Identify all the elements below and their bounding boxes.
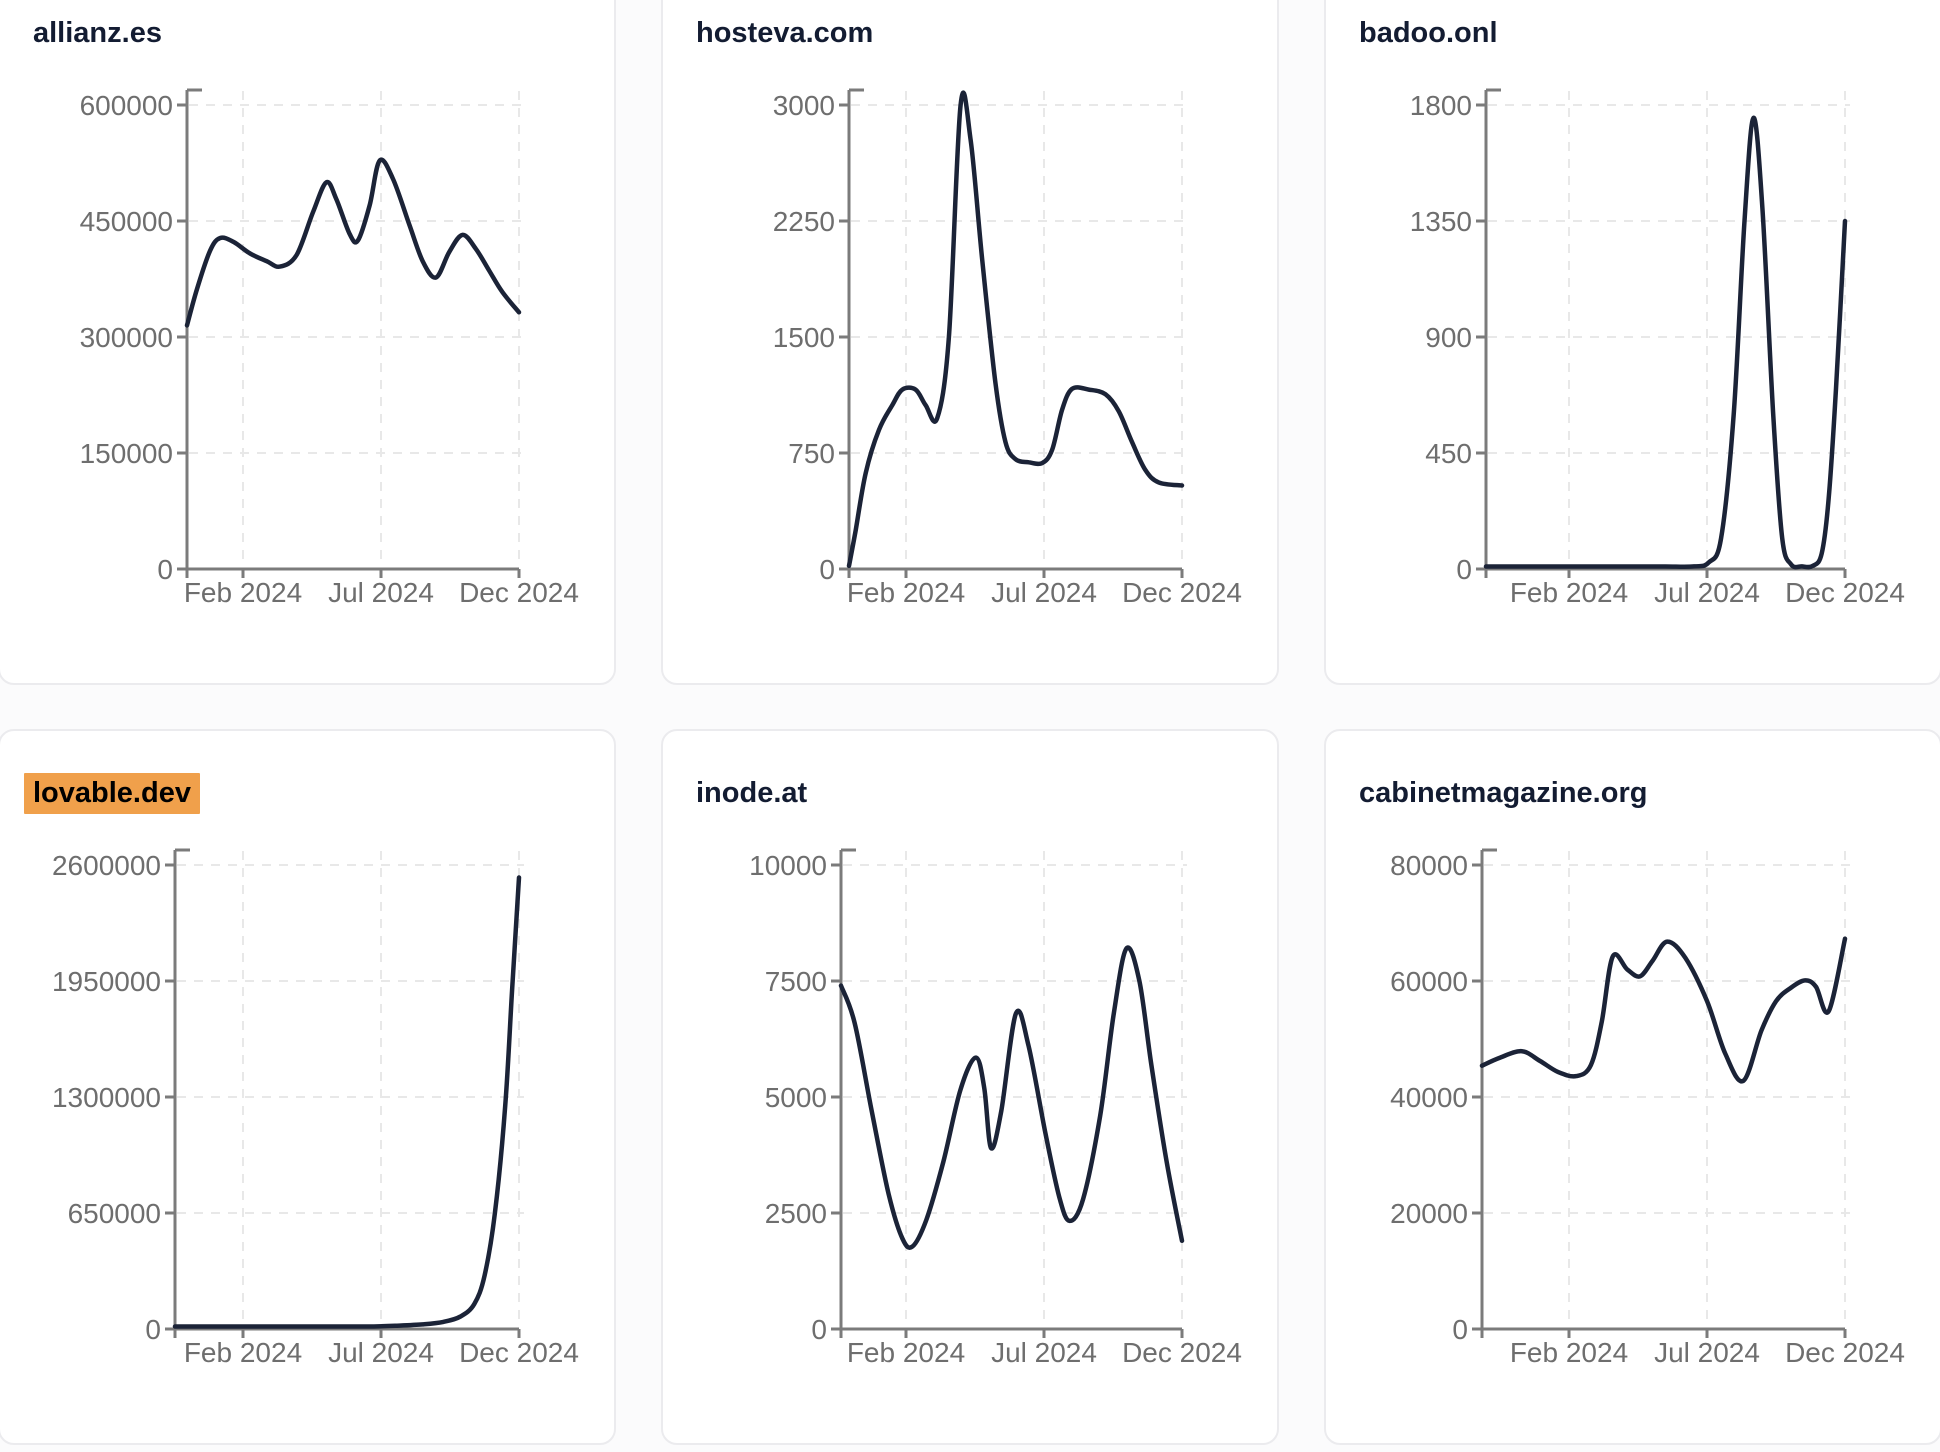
- series-line: [172, 875, 522, 1329]
- svg-text:3000: 3000: [773, 90, 835, 121]
- gridlines: [843, 851, 1187, 1327]
- svg-text:0: 0: [157, 554, 173, 585]
- gridlines: [1488, 91, 1850, 567]
- svg-text:Feb 2024: Feb 2024: [184, 577, 302, 608]
- svg-text:0: 0: [145, 1314, 161, 1345]
- line-chart: 0 650000 1300000 1950000 2600000 Feb 2024 Jul …: [52, 848, 579, 1368]
- svg-text:300000: 300000: [80, 322, 173, 353]
- svg-text:Jul 2024: Jul 2024: [328, 577, 434, 608]
- svg-text:Dec 2024: Dec 2024: [459, 1337, 579, 1368]
- svg-text:7500: 7500: [765, 966, 827, 997]
- svg-text:Jul 2024: Jul 2024: [991, 1337, 1097, 1368]
- svg-text:Jul 2024: Jul 2024: [1654, 577, 1760, 608]
- gridlines: [851, 91, 1187, 567]
- gridlines: [1484, 851, 1850, 1327]
- chart-title: lovable.dev: [24, 773, 200, 814]
- svg-text:1300000: 1300000: [52, 1082, 161, 1113]
- y-axis: 0 450 900 1350 1800: [1410, 88, 1501, 585]
- chart-title: inode.at: [696, 777, 808, 809]
- chart-card-allianz-es[interactable]: allianz.es 0 150000 300000 450000 600000 Feb …: [0, 0, 616, 685]
- svg-text:450: 450: [1425, 438, 1472, 469]
- chart-card-hosteva-com[interactable]: hosteva.com 0 750 1500 2250 3000 Feb 2024 Jul …: [661, 0, 1279, 685]
- chart-card-cabinetmagazine-org[interactable]: cabinetmagazine.org 0 20000 40000 60000 8000…: [1324, 729, 1940, 1445]
- svg-text:Feb 2024: Feb 2024: [184, 1337, 302, 1368]
- series-line: [846, 90, 1185, 569]
- svg-text:80000: 80000: [1390, 850, 1468, 881]
- line-chart: 0 150000 300000 450000 600000 Feb 2024 Jul 202…: [80, 88, 579, 608]
- chart-card-badoo-onl[interactable]: badoo.onl 0 450 900 1350 1800 Feb 2024 Jul 202…: [1324, 0, 1940, 685]
- svg-text:10000: 10000: [749, 850, 827, 881]
- chart-title: hosteva.com: [696, 17, 874, 49]
- svg-text:2250: 2250: [773, 206, 835, 237]
- series-line: [1483, 115, 1848, 570]
- x-axis: Feb 2024 Jul 2024 Dec 2024: [175, 1327, 579, 1368]
- gridlines: [177, 851, 524, 1327]
- gridlines: [189, 91, 524, 567]
- svg-text:Dec 2024: Dec 2024: [459, 577, 579, 608]
- y-axis: 0 650000 1300000 1950000 2600000: [52, 848, 190, 1345]
- svg-text:40000: 40000: [1390, 1082, 1468, 1113]
- line-chart: 0 750 1500 2250 3000 Feb 2024 Jul 2024 Dec 2024: [773, 88, 1242, 608]
- y-axis: 0 750 1500 2250 3000: [773, 88, 864, 585]
- svg-text:0: 0: [819, 554, 835, 585]
- svg-text:600000: 600000: [80, 90, 173, 121]
- line-chart: 0 450 900 1350 1800 Feb 2024 Jul 2024 Dec 2024: [1410, 88, 1905, 608]
- chart-title: allianz.es: [33, 17, 162, 49]
- series-line: [184, 157, 522, 328]
- svg-text:Dec 2024: Dec 2024: [1785, 577, 1905, 608]
- chart-title: cabinetmagazine.org: [1359, 777, 1648, 809]
- svg-text:1350: 1350: [1410, 206, 1472, 237]
- svg-text:Dec 2024: Dec 2024: [1785, 1337, 1905, 1368]
- svg-text:450000: 450000: [80, 206, 173, 237]
- svg-text:Dec 2024: Dec 2024: [1122, 1337, 1242, 1368]
- svg-text:1500: 1500: [773, 322, 835, 353]
- y-axis: 0 2500 5000 7500 10000: [749, 848, 856, 1345]
- svg-text:60000: 60000: [1390, 966, 1468, 997]
- svg-text:Feb 2024: Feb 2024: [1510, 577, 1628, 608]
- series-line: [1479, 936, 1848, 1084]
- svg-text:750: 750: [788, 438, 835, 469]
- svg-text:1800: 1800: [1410, 90, 1472, 121]
- svg-text:0: 0: [1452, 1314, 1468, 1345]
- svg-text:Jul 2024: Jul 2024: [328, 1337, 434, 1368]
- x-axis: Feb 2024 Jul 2024 Dec 2024: [1482, 1327, 1905, 1368]
- svg-text:Feb 2024: Feb 2024: [1510, 1337, 1628, 1368]
- svg-text:2600000: 2600000: [52, 850, 161, 881]
- chart-title: badoo.onl: [1359, 17, 1498, 49]
- svg-text:0: 0: [811, 1314, 827, 1345]
- svg-text:5000: 5000: [765, 1082, 827, 1113]
- chart-card-lovable-dev[interactable]: lovable.dev 0 650000 1300000 1950000 2600000…: [0, 729, 616, 1445]
- x-axis: Feb 2024 Jul 2024 Dec 2024: [184, 567, 579, 608]
- x-axis: Feb 2024 Jul 2024 Dec 2024: [847, 567, 1242, 608]
- series-line: [838, 945, 1185, 1250]
- svg-text:650000: 650000: [68, 1198, 161, 1229]
- svg-text:150000: 150000: [80, 438, 173, 469]
- svg-text:20000: 20000: [1390, 1198, 1468, 1229]
- chart-card-inode-at[interactable]: inode.at 0 2500 5000 7500 10000 Feb 2024 Jul 2…: [661, 729, 1279, 1445]
- svg-text:0: 0: [1456, 554, 1472, 585]
- svg-text:Dec 2024: Dec 2024: [1122, 577, 1242, 608]
- svg-text:900: 900: [1425, 322, 1472, 353]
- svg-text:Feb 2024: Feb 2024: [847, 577, 965, 608]
- svg-text:Feb 2024: Feb 2024: [847, 1337, 965, 1368]
- line-chart: 0 2500 5000 7500 10000 Feb 2024 Jul 2024 Dec 20…: [749, 848, 1242, 1368]
- svg-text:1950000: 1950000: [52, 966, 161, 997]
- y-axis: 0 150000 300000 450000 600000: [80, 88, 202, 585]
- line-chart: 0 20000 40000 60000 80000 Feb 2024 Jul 2024 Dec…: [1390, 848, 1905, 1368]
- y-axis: 0 20000 40000 60000 80000: [1390, 848, 1497, 1345]
- svg-text:2500: 2500: [765, 1198, 827, 1229]
- x-axis: Feb 2024 Jul 2024 Dec 2024: [1486, 567, 1905, 608]
- x-axis: Feb 2024 Jul 2024 Dec 2024: [841, 1327, 1242, 1368]
- svg-text:Jul 2024: Jul 2024: [991, 577, 1097, 608]
- svg-text:Jul 2024: Jul 2024: [1654, 1337, 1760, 1368]
